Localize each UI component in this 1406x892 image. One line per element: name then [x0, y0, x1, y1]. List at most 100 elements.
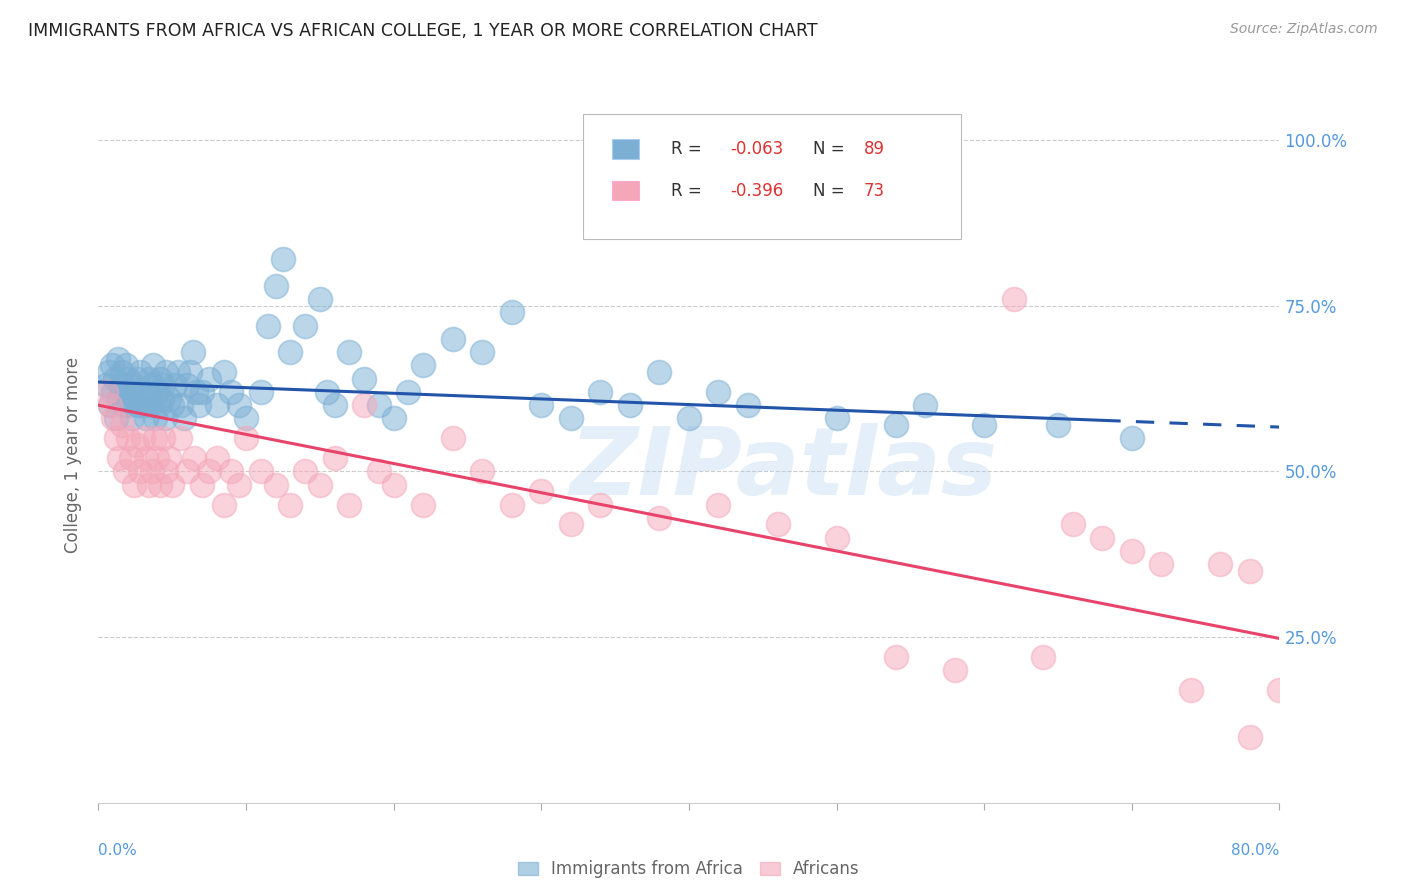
Point: [441, 431, 464, 445]
Point: [122, 378, 145, 392]
Point: [143, 411, 166, 425]
Point: [104, 372, 127, 386]
Legend: Immigrants from Africa, Africans: Immigrants from Africa, Africans: [512, 854, 866, 885]
Point: [142, 359, 165, 373]
Point: [219, 465, 242, 479]
Point: [382, 411, 405, 425]
Point: [134, 384, 156, 399]
Point: [250, 465, 273, 479]
Point: [120, 451, 142, 466]
Point: [105, 431, 128, 445]
Point: [138, 372, 160, 386]
Point: [132, 431, 155, 445]
Point: [121, 411, 143, 425]
Point: [501, 498, 523, 512]
Point: [125, 372, 148, 386]
Point: [105, 411, 128, 425]
Point: [118, 398, 141, 412]
Point: [146, 384, 169, 399]
Point: [162, 477, 183, 491]
Point: [368, 465, 391, 479]
Point: [167, 365, 190, 379]
Point: [112, 398, 135, 412]
Point: [396, 384, 419, 399]
Point: [353, 372, 375, 386]
Text: N =: N =: [813, 140, 849, 158]
Point: [589, 384, 612, 399]
Point: [589, 498, 612, 512]
Y-axis label: College, 1 year or more: College, 1 year or more: [65, 357, 83, 553]
Point: [219, 384, 242, 399]
Point: [973, 418, 995, 433]
Point: [264, 477, 287, 491]
Point: [1386, 743, 1406, 757]
Point: [1327, 630, 1350, 644]
Point: [278, 498, 302, 512]
Point: [114, 384, 136, 399]
Text: R =: R =: [671, 140, 707, 158]
Point: [1091, 531, 1114, 545]
Point: [155, 365, 177, 379]
Point: [150, 392, 173, 406]
Point: [149, 372, 172, 386]
Point: [257, 318, 280, 333]
Point: [100, 359, 122, 373]
Point: [198, 372, 221, 386]
Point: [1002, 292, 1025, 306]
Point: [191, 477, 214, 491]
Point: [143, 431, 166, 445]
Text: -0.396: -0.396: [730, 182, 783, 200]
Point: [825, 411, 848, 425]
Text: -0.063: -0.063: [730, 140, 783, 158]
Point: [235, 411, 257, 425]
Point: [111, 365, 134, 379]
FancyBboxPatch shape: [582, 114, 960, 239]
Point: [135, 451, 157, 466]
Point: [115, 359, 138, 373]
Point: [148, 398, 170, 412]
Point: [162, 398, 183, 412]
Point: [176, 378, 198, 392]
Point: [648, 365, 671, 379]
Point: [1121, 431, 1143, 445]
Point: [825, 531, 848, 545]
Point: [183, 451, 205, 466]
Point: [235, 431, 257, 445]
Point: [103, 384, 125, 399]
Point: [146, 451, 169, 466]
Point: [212, 365, 235, 379]
Text: Source: ZipAtlas.com: Source: ZipAtlas.com: [1230, 22, 1378, 37]
Text: ZIPatlas: ZIPatlas: [569, 423, 997, 515]
Point: [1062, 517, 1084, 532]
Point: [1209, 558, 1232, 572]
Text: 0.0%: 0.0%: [98, 843, 138, 858]
Text: N =: N =: [813, 182, 849, 200]
Point: [94, 384, 117, 399]
Point: [103, 411, 125, 425]
Point: [560, 411, 582, 425]
Point: [1032, 650, 1054, 665]
Point: [560, 517, 582, 532]
Point: [530, 398, 553, 412]
Point: [339, 345, 360, 359]
Point: [179, 365, 201, 379]
Point: [412, 359, 434, 373]
Point: [1298, 597, 1320, 611]
Point: [153, 411, 176, 425]
Point: [128, 365, 150, 379]
Point: [316, 384, 339, 399]
Point: [125, 438, 148, 452]
Point: [117, 431, 139, 445]
Point: [619, 398, 641, 412]
Point: [278, 345, 302, 359]
Point: [135, 411, 157, 425]
Point: [323, 398, 346, 412]
Point: [294, 465, 316, 479]
Point: [198, 465, 221, 479]
Point: [155, 465, 177, 479]
Point: [471, 345, 494, 359]
Point: [97, 365, 120, 379]
Point: [136, 392, 159, 406]
FancyBboxPatch shape: [612, 139, 638, 159]
Point: [110, 378, 132, 392]
